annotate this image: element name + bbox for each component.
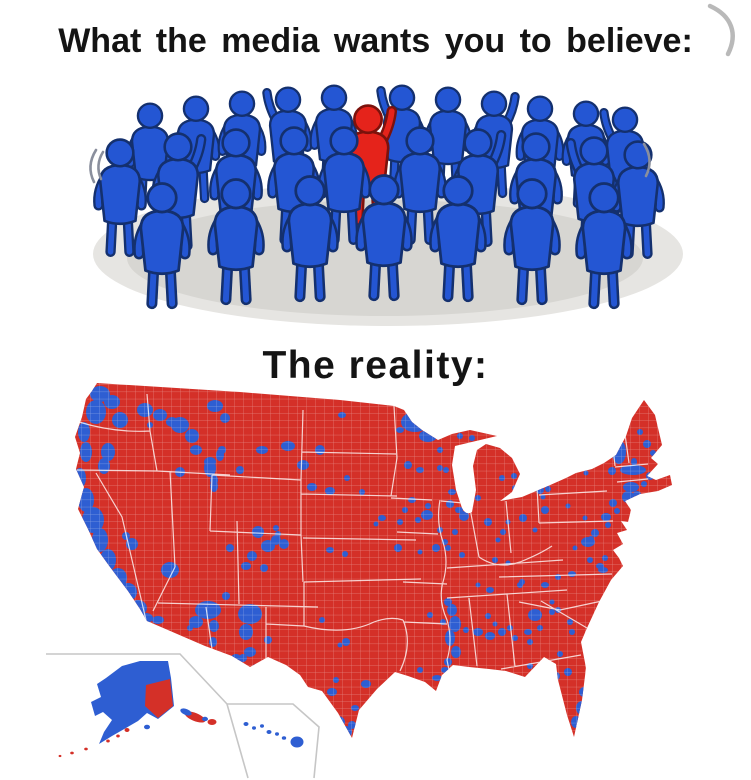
blue-county-patch	[307, 698, 317, 708]
hawaii-island	[281, 736, 287, 740]
alaska-inset-border	[46, 653, 249, 779]
bottom-caption: The reality:	[262, 344, 489, 387]
blue-county-patch	[266, 670, 274, 678]
hawaii	[243, 722, 304, 748]
hawaii-inset-border	[227, 703, 320, 779]
hawaii-island	[252, 726, 256, 730]
blue-county-patch	[611, 420, 623, 440]
blue-county-patch	[171, 654, 181, 662]
top-caption: What the media wants you to believe:	[58, 22, 693, 60]
blue-county-patch	[575, 460, 581, 466]
blue-county-patch	[563, 456, 569, 462]
blue-county-patch	[319, 707, 331, 717]
hawaii-island	[260, 724, 264, 728]
motion-mark-left-inner	[97, 150, 105, 181]
hawaii-island	[266, 730, 272, 734]
blue-county-patch	[601, 448, 607, 454]
us-county-election-map	[46, 383, 672, 779]
crowd-illustration	[89, 85, 683, 326]
blue-county-patch	[553, 463, 559, 469]
motion-mark-right	[642, 142, 651, 178]
blue-county-patch	[517, 480, 527, 488]
motion-mark-left	[89, 148, 98, 184]
blue-county-patch	[293, 688, 303, 696]
alaska	[58, 661, 217, 758]
hawaii-island	[243, 722, 249, 726]
hawaii-island	[275, 732, 279, 736]
hawaii-island	[290, 736, 304, 748]
blue-county-patch	[564, 740, 568, 744]
inset-panels	[46, 653, 320, 779]
blue-county-patch	[280, 680, 288, 688]
decorative-curl-mark	[707, 3, 735, 57]
blue-county-patch	[467, 503, 473, 509]
